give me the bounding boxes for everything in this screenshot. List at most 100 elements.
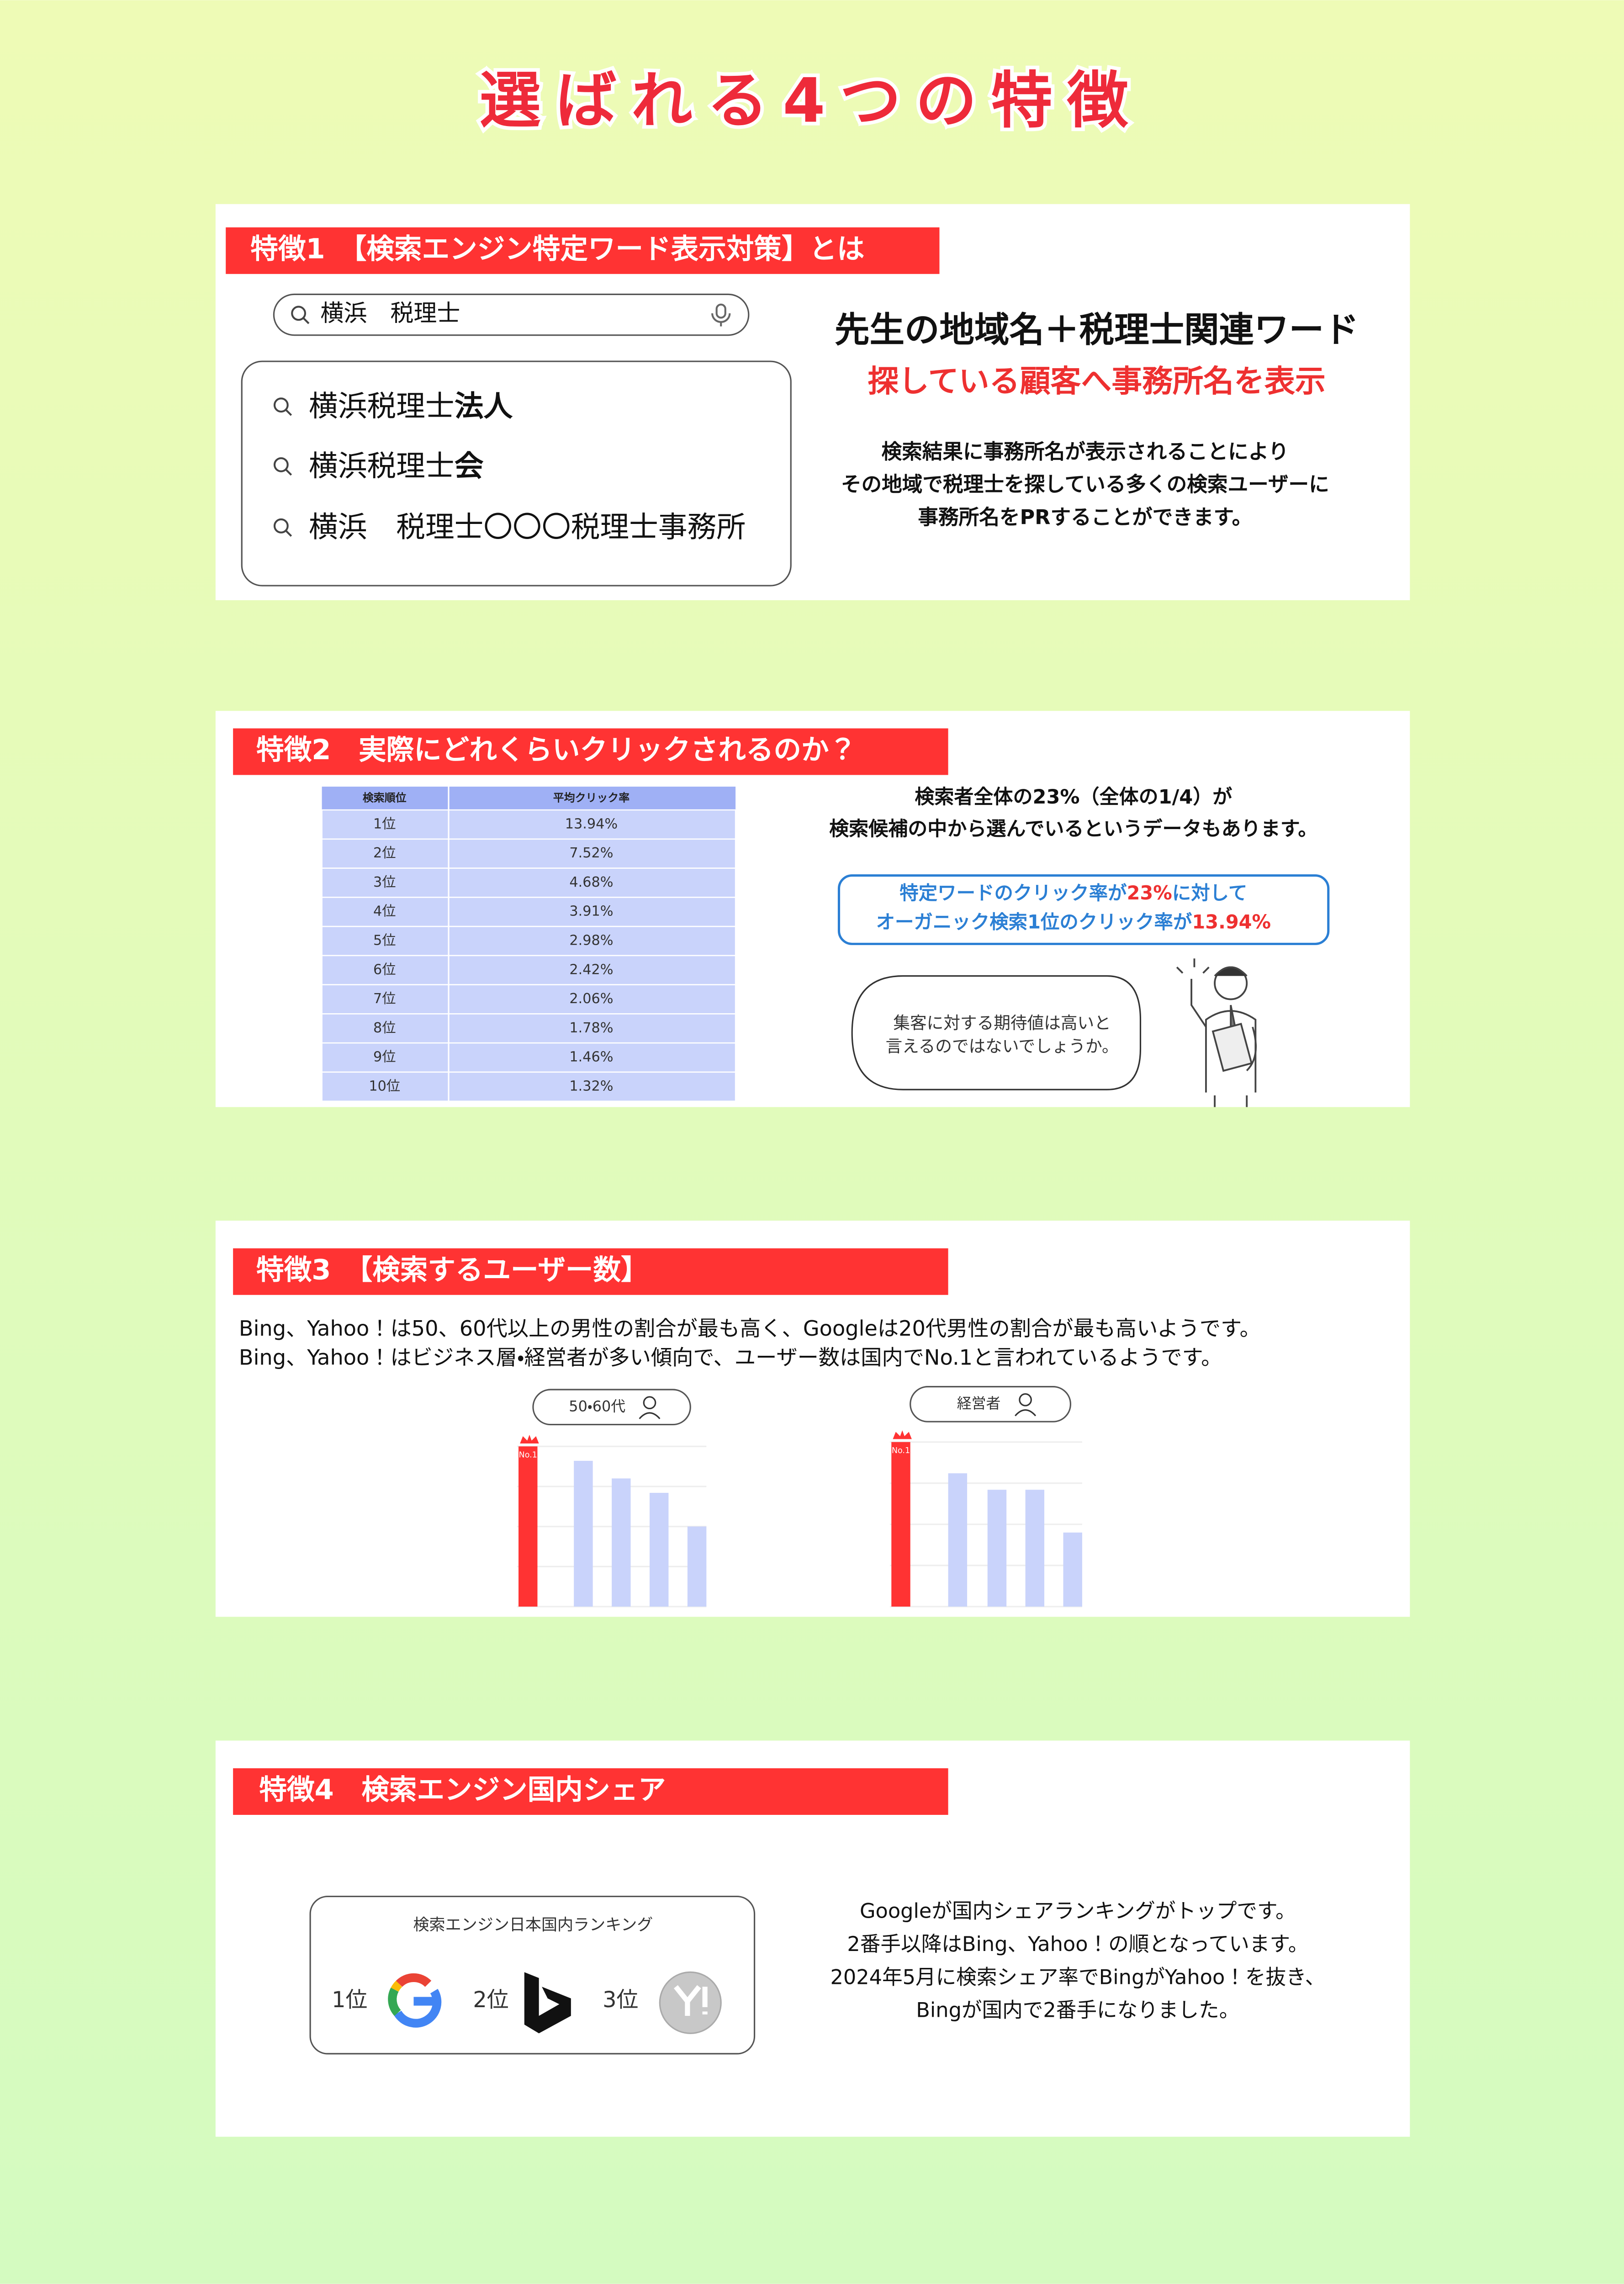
suggestion-text: 横浜 税理士〇〇〇税理士事務所 (309, 510, 746, 544)
icon-circle (273, 518, 289, 534)
section-heading: 特徴2 実際にどれくらいクリックされるのか？ (256, 734, 857, 766)
table-row-bg (321, 1071, 736, 1102)
bar-top-label: No.1 (892, 1446, 910, 1455)
table-cell: 5位 (373, 933, 396, 949)
bar (574, 1460, 593, 1607)
icon-line (285, 529, 292, 537)
suggestion-bold: 法人 (455, 390, 513, 423)
table-header-bg (322, 787, 736, 810)
table-row-bg (321, 809, 736, 840)
icon-line (285, 408, 292, 416)
table-cell: 8位 (373, 1020, 396, 1036)
search-icon (273, 397, 292, 416)
bar (891, 1442, 910, 1607)
table-cell: 1.78% (569, 1020, 613, 1036)
ranking-title: 検索エンジン日本国内ランキング (413, 1915, 653, 1934)
body-line: 事務所名をPRすることができます。 (918, 505, 1252, 529)
icon-circle (273, 457, 289, 472)
table-row-bg (321, 925, 736, 957)
search-bar (273, 293, 750, 336)
body-line: 2024年5月に検索シェア率でBingがYahoo！を抜き、 (830, 1965, 1325, 1989)
table-cell: 7位 (373, 991, 396, 1007)
table-row-bg (321, 984, 736, 1015)
headers (226, 227, 948, 1815)
body-line: その地域で税理士を探している多くの検索ユーザーに (841, 473, 1329, 497)
icon-line (285, 468, 292, 476)
page-title: 選ばれる4つの特徴 (480, 65, 1143, 137)
yahoo-logo (659, 1971, 722, 2034)
search-query: 横浜 税理士 (320, 300, 460, 327)
table-header: 検索順位 (363, 792, 407, 804)
person-icon (1015, 1393, 1037, 1417)
bar (687, 1526, 707, 1607)
rank-label: 2位 (473, 1988, 508, 2013)
table-cell: 10位 (369, 1078, 400, 1094)
table-cell: 1.46% (569, 1049, 613, 1065)
table-cell: 2位 (373, 845, 396, 861)
header-bar (226, 227, 940, 274)
rank-label: 3位 (603, 1988, 638, 2013)
body-line: 検索結果に事務所名が表示されることにより (882, 440, 1289, 464)
table-cell: 3.91% (569, 904, 613, 920)
crown-icon (520, 1434, 539, 1443)
table-header: 平均クリック率 (553, 792, 629, 804)
chart-label: 経営者 (957, 1395, 1001, 1412)
headline: 先生の地域名＋税理士関連ワード (835, 310, 1359, 350)
callout-segment: 23% (1127, 882, 1172, 904)
ranking-box (309, 1895, 756, 2055)
mic-icon (711, 303, 731, 327)
bar-top-label: No.1 (519, 1450, 537, 1459)
table-row-bg (321, 955, 736, 985)
suggestion-bold: 会 (455, 449, 484, 483)
chart-label: 50・60代 (569, 1397, 625, 1415)
body-line: Googleが国内シェアランキングがトップです。 (860, 1899, 1296, 1923)
body-line: Bing、Yahoo！はビジネス層・経営者が多い傾向で、ユーザー数は国内でNo.… (239, 1345, 1222, 1370)
bar (1025, 1490, 1045, 1607)
bar (518, 1446, 538, 1607)
table-cell: 2.06% (569, 991, 613, 1007)
bar (1063, 1532, 1082, 1607)
bar (987, 1490, 1007, 1607)
rank-label: 1位 (332, 1988, 367, 2013)
suggestion-box (241, 360, 792, 587)
callout-box (837, 874, 1330, 945)
table-cell: 1.32% (569, 1078, 613, 1094)
person-icon (639, 1396, 661, 1419)
table-row-bg (321, 867, 736, 898)
crown-icon (893, 1430, 912, 1439)
section-heading: 特徴3 【検索するユーザー数】 (256, 1254, 649, 1286)
bar (650, 1493, 669, 1607)
table-row-bg (321, 1013, 736, 1044)
bar (948, 1473, 968, 1607)
table-cell: 2.98% (569, 933, 613, 949)
search-icon (273, 518, 292, 537)
speech-bubble (851, 975, 1142, 1090)
body-line: Bingが国内で2番手になりました。 (916, 1998, 1239, 2022)
callout-segment: 13.94% (1192, 911, 1271, 933)
summary-line: 検索者全体の23%（全体の1/4）が (915, 786, 1232, 809)
callout-segment: オーガニック検索1位のクリック率が (876, 911, 1192, 933)
google-logo (388, 1973, 442, 2028)
table-cell: 4位 (373, 904, 396, 920)
section-heading: 特徴1 【検索エンジン特定ワード表示対策】とは (250, 233, 864, 265)
chart-label-pill (910, 1386, 1072, 1422)
bar (612, 1478, 631, 1607)
callout-segment: に対して (1172, 882, 1248, 904)
search-icon (273, 457, 292, 476)
table-cell: 1位 (373, 816, 396, 832)
chart-label-pill (532, 1389, 691, 1426)
table-row-bg (321, 838, 736, 869)
body-line: Bing、Yahoo！は50、60代以上の男性の割合が最も高く、Googleは2… (239, 1316, 1261, 1341)
callout-line: オーガニック検索1位のクリック率が13.94% (876, 911, 1271, 933)
suggestion: 横浜税理士会 (309, 449, 484, 483)
speech-line: 集客に対する期待値は高いと (893, 1013, 1111, 1033)
search-icon (291, 306, 310, 324)
table-row-bg (321, 1042, 736, 1073)
header-bar (233, 728, 948, 775)
person-illustration (1176, 958, 1257, 1107)
table-cell: 9位 (373, 1049, 396, 1065)
subheadline: 探している顧客へ事務所名を表示 (868, 363, 1326, 399)
table-row-bg (321, 897, 736, 927)
body-line: 2番手以降はBing、Yahoo！の順となっています。 (847, 1932, 1308, 1956)
